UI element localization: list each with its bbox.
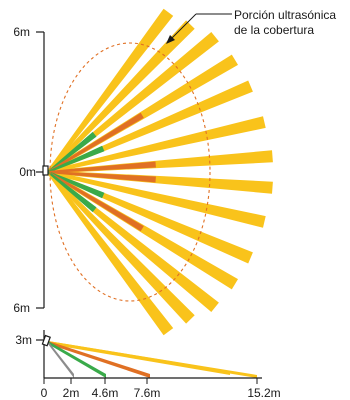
long-range-beam [47, 116, 266, 174]
short-range-beam [47, 171, 156, 183]
short-range-beam [47, 171, 144, 232]
side-height-label: 3m [15, 333, 32, 347]
short-range-beam [47, 171, 105, 199]
scale-label-bottom: 6m [13, 301, 30, 315]
side-view-beams [48, 341, 257, 378]
distance-label-4-6m: 4.6m [92, 386, 119, 400]
short-range-beam [47, 145, 105, 173]
short-range-beam [47, 112, 144, 173]
scale-label-middle: 0m [19, 165, 36, 179]
sensor-icon-side-view [41, 334, 51, 347]
side-beam-2m [48, 341, 74, 378]
annotation-leader-diagonal [169, 13, 197, 41]
annotation-line-2: de la cobertura [234, 23, 314, 37]
scale-label-top: 6m [13, 25, 30, 39]
annotation-line-1: Porción ultrasónica [234, 8, 336, 22]
long-range-beam [46, 8, 174, 173]
side-distance-ticks [43, 378, 258, 384]
distance-label-2m: 2m [63, 386, 80, 400]
side-beam-7-6m [48, 341, 150, 378]
distance-label-15-2m: 15.2m [247, 386, 280, 400]
side-beam-upper [48, 341, 230, 375]
long-range-beam [46, 171, 174, 336]
long-range-beam [46, 20, 195, 174]
sensor-icon-top-view [42, 165, 49, 176]
top-view-beams [46, 8, 273, 336]
long-range-beam [46, 171, 195, 324]
ultrasonic-coverage-outline [49, 42, 211, 302]
long-range-beam [47, 170, 266, 228]
short-range-beam [47, 171, 97, 213]
distance-label-7-6m: 7.6m [134, 386, 161, 400]
side-beam-4-6m [48, 341, 106, 378]
annotation-arrowhead [166, 35, 175, 44]
short-range-beam [47, 161, 156, 173]
short-range-beam [47, 131, 97, 173]
distance-label-0: 0 [41, 386, 48, 400]
